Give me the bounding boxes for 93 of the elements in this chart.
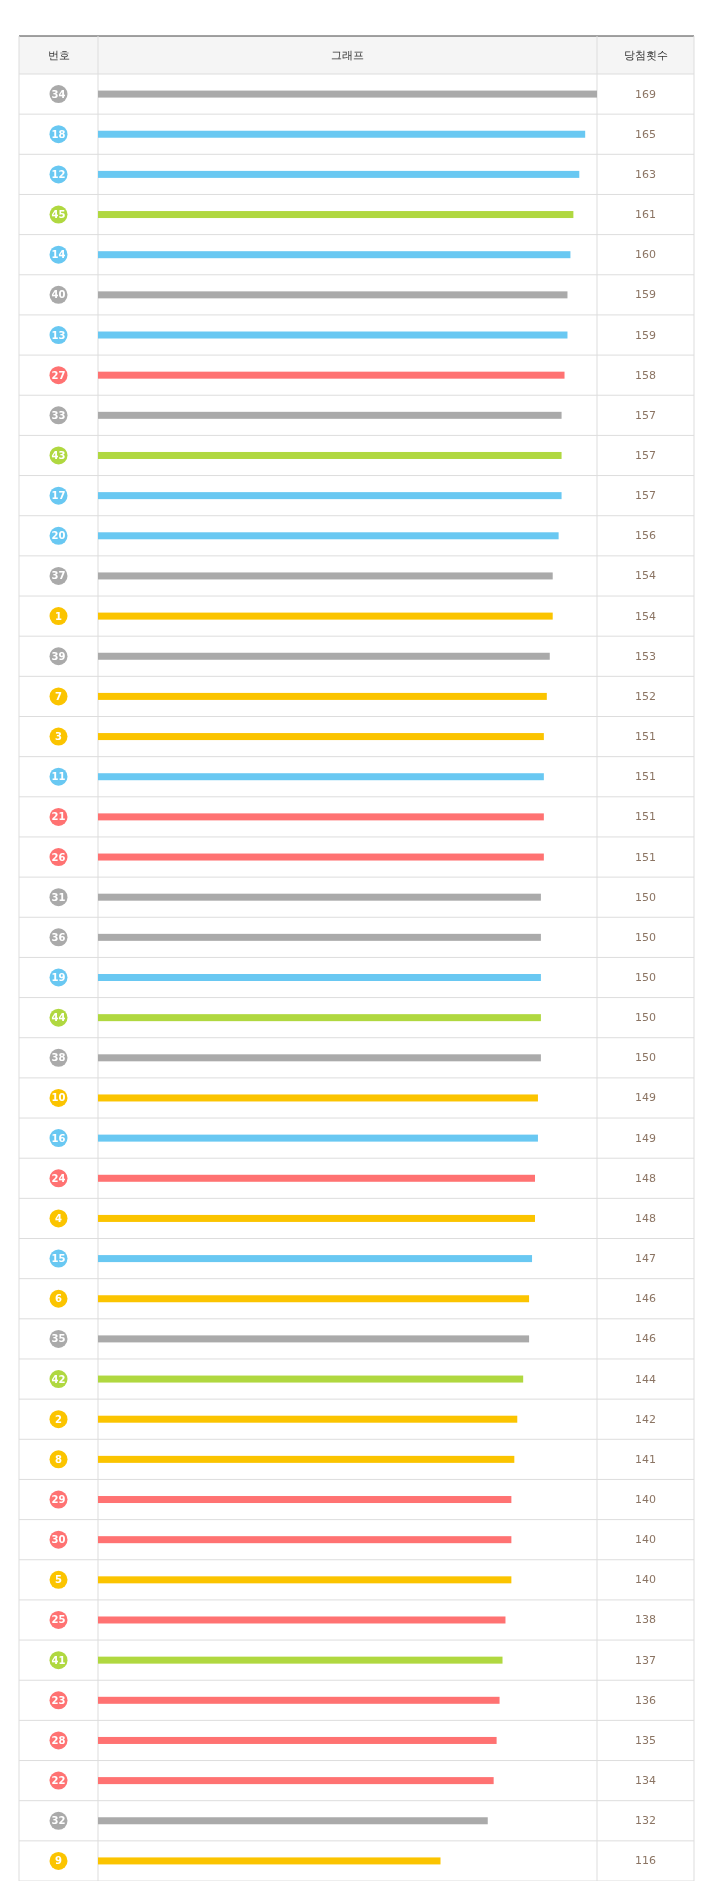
y-tick-label: 22: [51, 1775, 66, 1787]
data-label: 140: [635, 1533, 656, 1547]
y-tick-label: 35: [51, 1333, 66, 1345]
data-label: 160: [635, 248, 656, 262]
y-tick-label: 39: [51, 650, 66, 662]
y-tick-label: 41: [51, 1654, 66, 1666]
y-tick-label: 43: [51, 449, 66, 461]
data-label: 157: [635, 448, 656, 462]
data-label: 149: [635, 1131, 656, 1145]
y-tick-label: 20: [51, 530, 66, 542]
y-tick-label: 11: [51, 771, 66, 783]
y-tick-label: 26: [51, 851, 66, 863]
y-tick-label: 18: [51, 128, 66, 140]
y-tick-label: 10: [51, 1092, 66, 1104]
y-axis-title: 번호: [47, 48, 70, 62]
y-tick-label: 29: [51, 1494, 66, 1506]
y-tick-label: 15: [51, 1253, 66, 1265]
data-label: 132: [635, 1814, 656, 1828]
data-label: 144: [635, 1372, 656, 1386]
data-label: 135: [635, 1733, 656, 1747]
data-label: 158: [635, 368, 656, 382]
data-label: 154: [635, 569, 656, 583]
data-label: 137: [635, 1653, 656, 1667]
y-tick-label: 7: [55, 690, 63, 702]
data-label: 156: [635, 529, 656, 543]
data-label: 154: [635, 609, 656, 623]
data-label: 150: [635, 890, 656, 904]
y-tick-label: 23: [51, 1694, 66, 1706]
data-label: 146: [635, 1332, 656, 1346]
y-tick-label: 32: [51, 1815, 66, 1827]
y-tick-label: 31: [51, 891, 66, 903]
y-tick-label: 21: [51, 811, 66, 823]
data-label: 159: [635, 288, 656, 302]
y-tick-label: 8: [55, 1453, 63, 1465]
y-tick-label: 28: [51, 1734, 66, 1746]
data-label: 169: [635, 87, 656, 101]
y-tick-label: 1: [55, 610, 63, 622]
y-tick-label: 30: [51, 1534, 66, 1546]
y-tick-label: 16: [51, 1132, 66, 1144]
data-label: 151: [635, 730, 656, 744]
data-label: 163: [635, 167, 656, 181]
data-label: 147: [635, 1252, 656, 1266]
y-tick-label: 6: [55, 1293, 63, 1305]
data-label: 148: [635, 1171, 656, 1185]
data-label: 151: [635, 810, 656, 824]
data-label: 148: [635, 1211, 656, 1225]
y-tick-label: 12: [51, 168, 66, 180]
data-label: 153: [635, 649, 656, 663]
text: 당첨횟수: [623, 48, 668, 62]
y-tick-label: 5: [55, 1574, 63, 1586]
y-tick-label: 44: [51, 1012, 66, 1024]
y-tick-label: 37: [51, 570, 66, 582]
data-label: 116: [635, 1854, 656, 1868]
data-label: 150: [635, 1011, 656, 1025]
y-tick-label: 38: [51, 1052, 66, 1064]
y-tick-label: 42: [51, 1373, 66, 1385]
y-tick-label: 45: [51, 209, 66, 221]
data-label: 151: [635, 770, 656, 784]
y-tick-label: 4: [55, 1212, 63, 1224]
y-tick-label: 3: [55, 731, 63, 743]
y-tick-label: 40: [51, 289, 66, 301]
data-label: 149: [635, 1091, 656, 1105]
data-label: 165: [635, 127, 656, 141]
data-label: 134: [635, 1774, 656, 1788]
y-tick-label: 33: [51, 409, 66, 421]
data-label: 146: [635, 1292, 656, 1306]
data-label: 157: [635, 408, 656, 422]
y-tick-label: 13: [51, 329, 66, 341]
data-label: 142: [635, 1412, 656, 1426]
data-label: 159: [635, 328, 656, 342]
y-tick-label: 17: [51, 490, 66, 502]
data-label: 161: [635, 208, 656, 222]
y-tick-label: 2: [55, 1413, 63, 1425]
data-label: 150: [635, 1051, 656, 1065]
data-label: 157: [635, 489, 656, 503]
data-label: 152: [635, 689, 656, 703]
data-label: 151: [635, 850, 656, 864]
y-tick-label: 9: [55, 1855, 63, 1867]
data-label: 138: [635, 1613, 656, 1627]
data-label: 141: [635, 1452, 656, 1466]
y-tick-label: 25: [51, 1614, 66, 1626]
data-label: 140: [635, 1493, 656, 1507]
data-label: 136: [635, 1693, 656, 1707]
y-tick-label: 14: [51, 249, 66, 261]
data-label: 150: [635, 930, 656, 944]
data-label: 140: [635, 1573, 656, 1587]
y-tick-label: 36: [51, 931, 66, 943]
x-axis-title: 그래프: [331, 48, 364, 62]
y-tick-label: 34: [51, 88, 66, 100]
y-tick-label: 19: [51, 972, 66, 983]
data-label: 150: [635, 971, 656, 984]
y-tick-label: 27: [51, 369, 66, 381]
y-tick-label: 24: [51, 1172, 66, 1184]
